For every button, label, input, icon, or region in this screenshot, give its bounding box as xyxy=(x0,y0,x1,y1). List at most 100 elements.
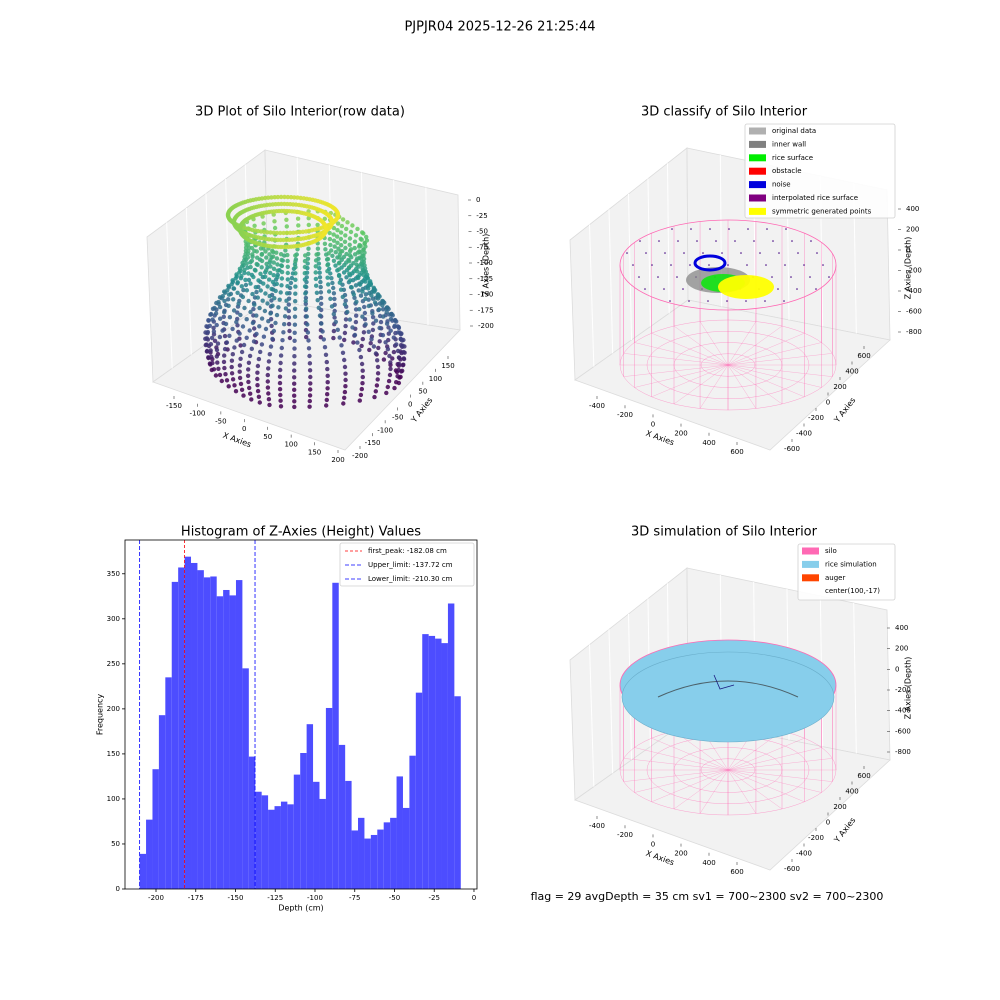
grid-point xyxy=(683,252,685,254)
point xyxy=(293,291,298,296)
pane-grid xyxy=(185,207,192,355)
point xyxy=(343,384,348,389)
grid-point xyxy=(810,240,812,242)
point xyxy=(377,325,382,331)
point xyxy=(370,311,375,316)
point xyxy=(253,268,258,273)
bar xyxy=(428,635,436,889)
bar xyxy=(370,834,378,889)
point xyxy=(249,346,254,351)
point xyxy=(325,262,330,268)
point xyxy=(380,333,386,338)
point xyxy=(279,194,284,200)
point xyxy=(342,389,348,395)
point xyxy=(362,310,368,316)
grid-point xyxy=(702,252,704,254)
grid-point xyxy=(796,288,798,290)
point xyxy=(386,378,392,384)
point xyxy=(217,334,223,340)
point xyxy=(288,230,293,235)
point xyxy=(318,295,324,301)
bar xyxy=(242,668,249,889)
point xyxy=(268,270,273,276)
grid-point xyxy=(708,264,710,266)
subplot-title: 3D Plot of Silo Interior(row data) xyxy=(195,105,405,120)
point xyxy=(246,367,251,372)
point xyxy=(281,330,286,335)
point xyxy=(395,374,400,379)
point xyxy=(315,298,320,303)
point xyxy=(317,313,323,318)
point xyxy=(358,354,364,360)
point xyxy=(266,391,271,396)
bar xyxy=(358,817,365,889)
z-tick-label: -800 xyxy=(906,328,922,336)
point xyxy=(343,317,349,322)
point xyxy=(284,217,289,222)
point xyxy=(255,363,261,369)
point xyxy=(335,240,340,245)
point xyxy=(250,291,255,297)
bar xyxy=(216,596,224,889)
point xyxy=(368,282,373,288)
point xyxy=(356,288,361,293)
point xyxy=(261,334,267,339)
bar xyxy=(268,809,275,889)
grid-point xyxy=(669,300,671,302)
point xyxy=(270,248,275,253)
point-cloud xyxy=(693,254,727,272)
legend-swatch xyxy=(802,547,819,555)
point xyxy=(205,329,211,335)
point xyxy=(393,318,398,323)
point xyxy=(248,309,253,315)
point xyxy=(369,293,374,298)
point xyxy=(384,310,389,315)
point xyxy=(347,317,353,322)
point xyxy=(288,195,294,200)
z-axis-label: Z Axies (Depth) xyxy=(904,657,913,720)
point xyxy=(323,352,329,357)
point xyxy=(333,319,338,325)
legend-swatch xyxy=(749,140,766,148)
point xyxy=(230,377,236,382)
point xyxy=(227,315,233,320)
point xyxy=(226,384,231,389)
grid-point xyxy=(664,252,666,254)
y-tick-label: 400 xyxy=(845,368,858,376)
point xyxy=(239,349,245,355)
point xyxy=(253,285,258,290)
point xyxy=(282,314,288,319)
point xyxy=(330,253,335,258)
point xyxy=(316,261,322,266)
x-tick-label: -400 xyxy=(589,402,605,410)
point xyxy=(292,393,297,398)
point xyxy=(359,361,365,367)
point xyxy=(391,349,397,355)
point xyxy=(288,280,294,286)
point xyxy=(342,239,348,244)
point xyxy=(306,346,312,351)
point xyxy=(325,256,331,262)
point xyxy=(347,259,352,264)
point xyxy=(307,353,312,359)
point xyxy=(279,276,285,281)
x-tick-label: -200 xyxy=(617,411,633,419)
point xyxy=(249,245,255,251)
point xyxy=(284,291,290,296)
point xyxy=(396,361,402,367)
point xyxy=(315,222,320,228)
grid-point xyxy=(690,228,692,230)
y-tick-label: -100 xyxy=(377,426,393,434)
pane-grid xyxy=(608,629,614,774)
pane-grid xyxy=(608,209,614,354)
point xyxy=(341,401,346,406)
point xyxy=(371,285,376,290)
point xyxy=(254,313,259,318)
point xyxy=(244,261,249,266)
point xyxy=(284,298,289,303)
point xyxy=(370,315,376,320)
point xyxy=(325,269,330,274)
point xyxy=(265,301,270,306)
legend-label: center(100,-17) xyxy=(825,587,880,595)
point xyxy=(331,238,337,243)
